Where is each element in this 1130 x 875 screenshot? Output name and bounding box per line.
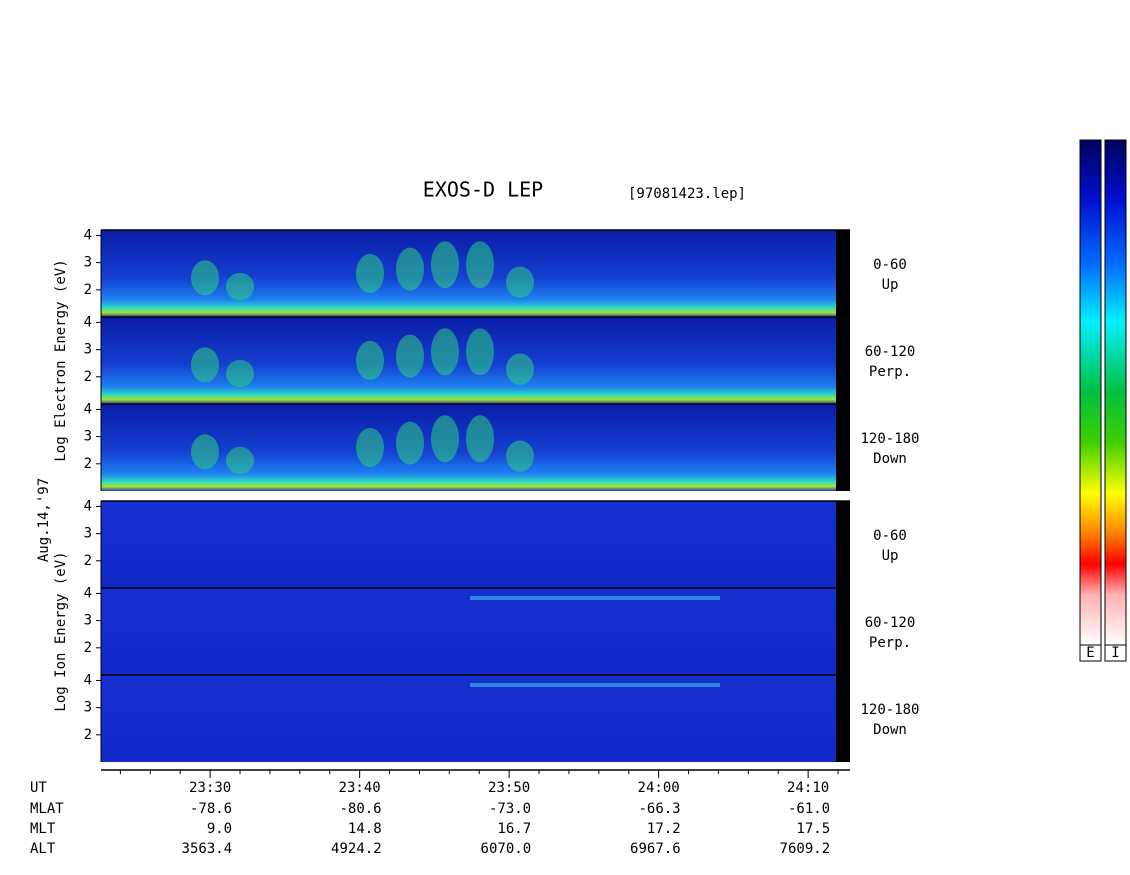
panel-label: Up: [882, 548, 899, 564]
table-cell: 6967.6: [630, 841, 681, 857]
colorbar-label-box: [1079, 644, 1102, 662]
panel-edge: [836, 230, 850, 317]
panel-label: Down: [873, 722, 907, 738]
spectrogram-panel: [101, 501, 836, 588]
table-cell: 4924.2: [331, 841, 382, 857]
y-tick-label: 2: [84, 553, 92, 569]
spectrogram-feature: [466, 415, 494, 463]
panel-label: 120-180: [860, 431, 919, 447]
x-tick-label: 23:40: [339, 780, 381, 796]
y-axis-label: Log Electron Energy (eV): [53, 259, 69, 461]
spectrogram-feature: [470, 683, 720, 687]
y-tick-label: 2: [84, 369, 92, 385]
panel-label: 0-60: [873, 528, 907, 544]
panel-label: Down: [873, 451, 907, 467]
panel-edge: [836, 501, 850, 588]
table-cell: 9.0: [207, 821, 232, 837]
table-cell: 6070.0: [481, 841, 532, 857]
spectrogram-feature: [191, 260, 219, 296]
y-tick-label: 3: [84, 700, 92, 716]
y-tick-label: 4: [84, 498, 92, 514]
table-cell: -73.0: [489, 801, 531, 817]
spectrogram-panel: [101, 675, 836, 762]
panel-label: 60-120: [865, 615, 916, 631]
table-cell: -78.6: [190, 801, 232, 817]
spectrogram-feature: [466, 328, 494, 376]
x-tick-label: 24:10: [787, 780, 829, 796]
spectrogram-feature: [431, 415, 459, 463]
spectrogram-feature: [396, 421, 424, 465]
spectrogram-feature: [470, 596, 720, 600]
y-tick-label: 3: [84, 613, 92, 629]
table-cell: -66.3: [638, 801, 680, 817]
x-tick-label: 23:30: [189, 780, 231, 796]
x-tick-label: 23:50: [488, 780, 530, 796]
spectrogram-feature: [356, 427, 384, 468]
y-tick-label: 3: [84, 526, 92, 542]
chart-title: EXOS-D LEP: [423, 178, 543, 202]
spectrogram-feature: [191, 347, 219, 383]
spectrogram-feature: [226, 446, 254, 475]
panel-label: Perp.: [869, 364, 911, 380]
y-tick-label: 4: [84, 585, 92, 601]
colorbar: [1104, 139, 1127, 646]
spectrogram-feature: [506, 353, 534, 385]
y-tick-label: 4: [84, 227, 92, 243]
spectrogram-feature: [466, 241, 494, 289]
y-tick-label: 4: [84, 672, 92, 688]
y-tick-label: 2: [84, 456, 92, 472]
spectrogram-feature: [356, 340, 384, 381]
spectrogram-feature: [191, 434, 219, 470]
y-tick-label: 4: [84, 401, 92, 417]
y-tick-label: 3: [84, 342, 92, 358]
colorbar-label-box: [1104, 644, 1127, 662]
spectrogram-feature: [396, 247, 424, 291]
file-name: [97081423.lep]: [628, 186, 746, 202]
date-label: Aug.14,'97: [36, 478, 52, 562]
panel-label: Up: [882, 277, 899, 293]
spectrogram-feature: [356, 253, 384, 294]
x-tick-label: 24:00: [638, 780, 680, 796]
y-tick-label: 2: [84, 640, 92, 656]
y-tick-label: 2: [84, 282, 92, 298]
table-row-label: UT: [30, 780, 47, 796]
table-cell: 3563.4: [182, 841, 233, 857]
colorbar-label: E: [1086, 645, 1094, 661]
y-tick-label: 3: [84, 255, 92, 271]
table-cell: 16.7: [497, 821, 531, 837]
table-cell: -61.0: [788, 801, 830, 817]
table-cell: 14.8: [348, 821, 382, 837]
table-cell: 7609.2: [780, 841, 831, 857]
panel-edge: [836, 675, 850, 762]
spectrogram-feature: [226, 359, 254, 388]
y-tick-label: 4: [84, 314, 92, 330]
colorbar-label: I: [1111, 645, 1119, 661]
panel-label: 0-60: [873, 257, 907, 273]
panel-edge: [836, 404, 850, 491]
spectrogram-feature: [506, 266, 534, 298]
table-cell: -80.6: [339, 801, 381, 817]
table-row-label: MLAT: [30, 801, 64, 817]
panel-edge: [836, 317, 850, 404]
panel-label: 60-120: [865, 344, 916, 360]
table-cell: 17.5: [796, 821, 830, 837]
table-cell: 17.2: [647, 821, 681, 837]
spectrogram-feature: [396, 334, 424, 378]
spectrogram-feature: [431, 328, 459, 376]
table-row-label: ALT: [30, 841, 56, 857]
table-row-label: MLT: [30, 821, 56, 837]
colorbar: [1079, 139, 1102, 646]
y-axis-label: Log Ion Energy (eV): [53, 551, 69, 711]
y-tick-label: 2: [84, 727, 92, 743]
spectrogram-feature: [226, 272, 254, 301]
y-tick-label: 3: [84, 429, 92, 445]
panel-edge: [836, 588, 850, 675]
panel-label: Perp.: [869, 635, 911, 651]
spectrogram-feature: [506, 440, 534, 472]
spectrogram-panel: [101, 588, 836, 675]
spectrogram-feature: [431, 241, 459, 289]
panel-label: 120-180: [860, 702, 919, 718]
